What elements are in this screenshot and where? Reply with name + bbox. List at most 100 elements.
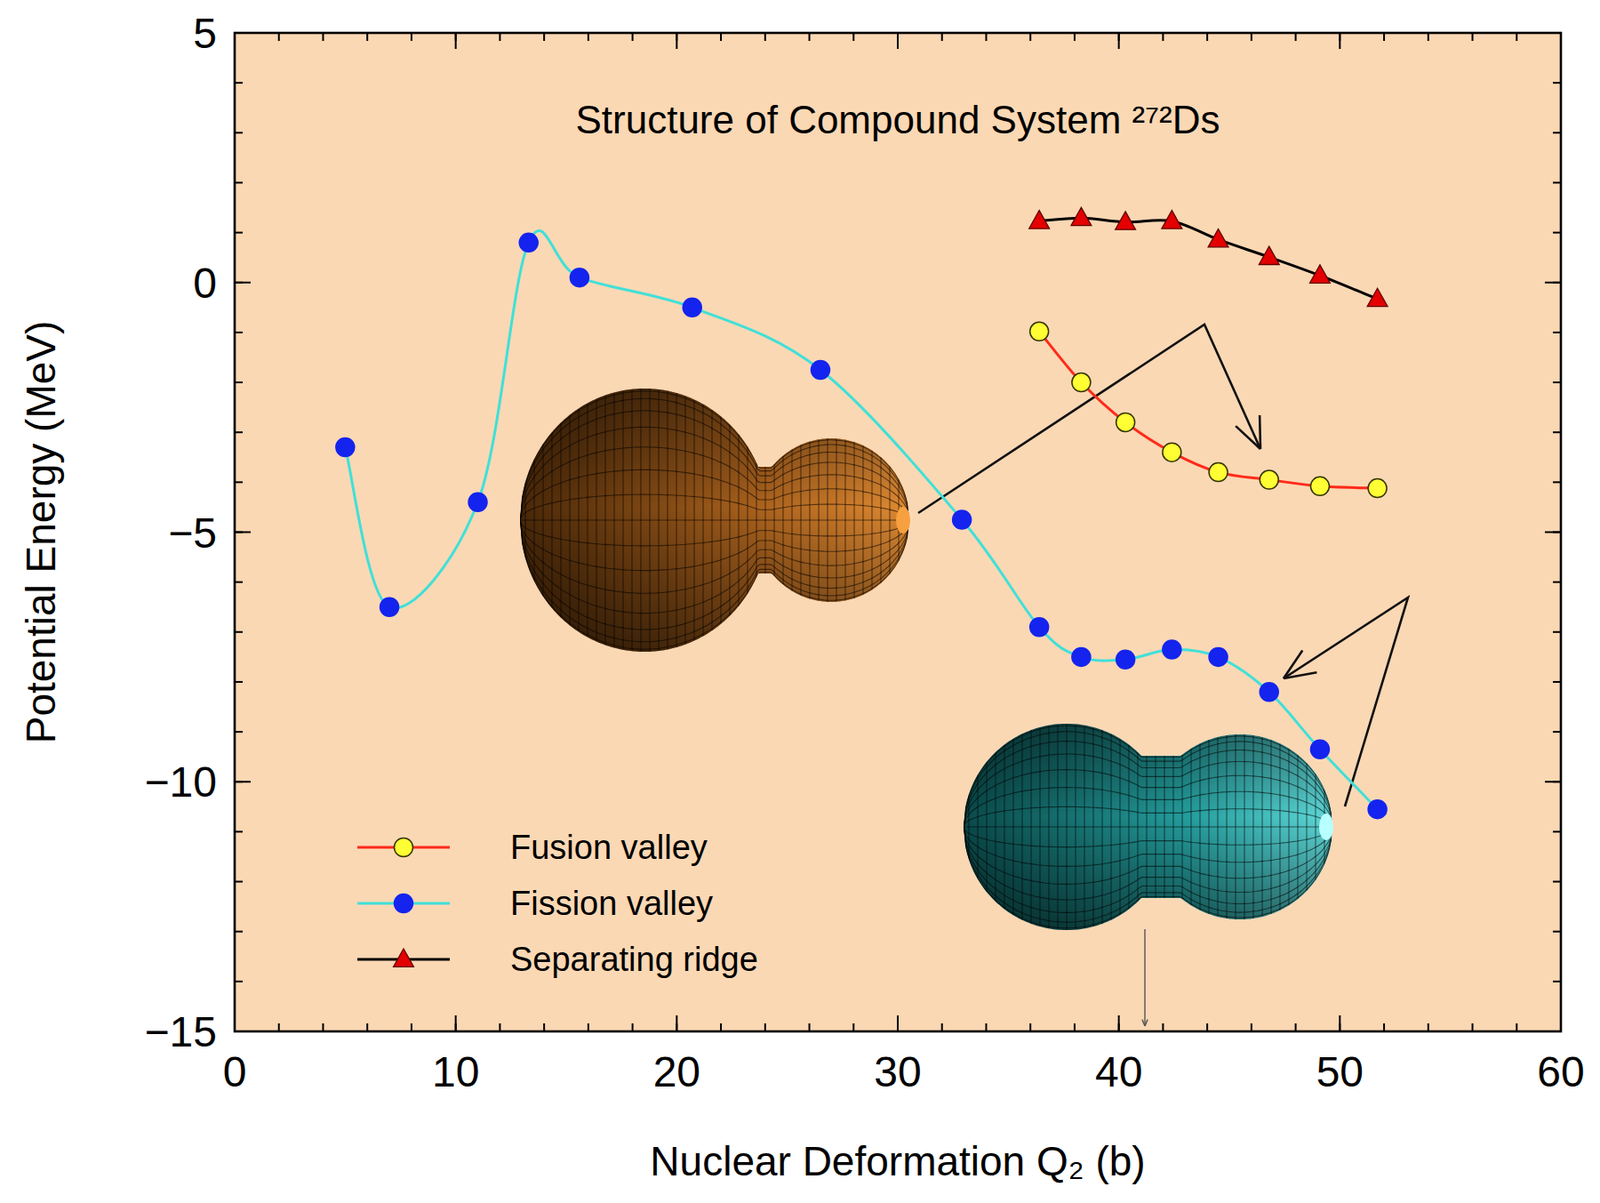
mesh-line bbox=[520, 447, 910, 520]
x-tick-label: 30 bbox=[873, 1048, 921, 1096]
minor-tick bbox=[234, 830, 243, 832]
tick bbox=[1560, 32, 1562, 49]
minor-tick bbox=[764, 1023, 767, 1032]
shape-shade bbox=[963, 723, 1333, 930]
minor-tick bbox=[234, 131, 243, 134]
x-tick-label: 40 bbox=[1095, 1048, 1143, 1096]
minor-tick bbox=[1161, 1023, 1164, 1032]
minor-tick bbox=[278, 1023, 280, 1032]
y-tick-label: 0 bbox=[192, 259, 217, 307]
mesh-line bbox=[520, 519, 910, 520]
minor-tick bbox=[720, 1023, 722, 1032]
mesh-line bbox=[963, 826, 1332, 884]
tick bbox=[455, 1015, 457, 1032]
minor-tick bbox=[1552, 631, 1561, 633]
mesh-line bbox=[963, 826, 1332, 912]
tick bbox=[233, 1015, 236, 1032]
data-point bbox=[1030, 321, 1049, 341]
legend: Fusion valleyFission valleySeparating ri… bbox=[357, 828, 759, 978]
arrow-line bbox=[1144, 928, 1145, 1026]
x-tick-label: 50 bbox=[1316, 1048, 1364, 1096]
minor-tick bbox=[366, 32, 368, 41]
minor-tick bbox=[1552, 980, 1561, 983]
data-point bbox=[380, 597, 400, 616]
minor-tick bbox=[234, 880, 243, 883]
minor-tick bbox=[632, 1023, 634, 1032]
mesh-line bbox=[520, 520, 910, 571]
data-point bbox=[468, 492, 488, 512]
minor-tick bbox=[1552, 680, 1561, 683]
minor-tick bbox=[1427, 32, 1430, 41]
mesh-line bbox=[520, 520, 910, 614]
minor-tick bbox=[1552, 331, 1561, 334]
mesh-line bbox=[963, 806, 1332, 827]
minor-tick bbox=[1552, 930, 1561, 933]
minor-tick bbox=[1472, 32, 1474, 41]
tick bbox=[1544, 780, 1561, 783]
minor-tick bbox=[1552, 381, 1561, 384]
mesh-line bbox=[963, 826, 1332, 848]
minor-tick bbox=[234, 232, 243, 234]
nuclear-shape bbox=[963, 723, 1334, 930]
minor-tick bbox=[366, 1023, 368, 1032]
plot-frame bbox=[234, 32, 1561, 1032]
minor-tick bbox=[1552, 431, 1561, 433]
tick bbox=[1560, 1015, 1562, 1032]
arrow-head bbox=[1144, 1019, 1148, 1026]
tick bbox=[1338, 32, 1341, 49]
x-tick-label: 60 bbox=[1536, 1048, 1584, 1096]
minor-tick bbox=[1472, 1023, 1474, 1032]
minor-tick bbox=[984, 32, 987, 41]
x-tick-label: 10 bbox=[432, 1048, 480, 1096]
tick bbox=[1544, 531, 1561, 534]
chart-title: Structure of Compound System ²⁷²Ds bbox=[575, 97, 1220, 142]
minor-tick bbox=[321, 1023, 324, 1032]
tick bbox=[896, 32, 899, 49]
mesh-line bbox=[520, 426, 910, 520]
data-point bbox=[1208, 228, 1229, 247]
minor-tick bbox=[1029, 1023, 1032, 1032]
arrow-line bbox=[918, 324, 1261, 513]
data-point bbox=[1072, 373, 1091, 392]
minor-tick bbox=[278, 32, 280, 41]
minor-tick bbox=[321, 32, 324, 41]
data-point bbox=[1030, 617, 1049, 637]
mesh-line bbox=[963, 753, 1332, 827]
mesh-line bbox=[963, 825, 1332, 827]
tick bbox=[896, 1015, 899, 1032]
tick bbox=[234, 531, 251, 534]
shape-tip bbox=[896, 506, 911, 534]
minor-tick bbox=[1206, 32, 1208, 41]
data-point bbox=[1259, 470, 1279, 489]
arrow-head bbox=[1142, 1019, 1145, 1026]
minor-tick bbox=[1552, 232, 1561, 234]
minor-tick bbox=[941, 1023, 944, 1032]
minor-tick bbox=[234, 480, 243, 483]
shape-mesh bbox=[963, 723, 1332, 930]
minor-tick bbox=[234, 980, 243, 983]
tick bbox=[1118, 1015, 1120, 1032]
minor-tick bbox=[808, 32, 811, 41]
data-point bbox=[1029, 210, 1050, 229]
data-point bbox=[1162, 640, 1182, 659]
data-point bbox=[569, 268, 589, 288]
data-point bbox=[1116, 412, 1136, 432]
mesh-line bbox=[520, 520, 910, 642]
tick bbox=[1338, 1015, 1341, 1032]
x-tick-label: 0 bbox=[223, 1048, 248, 1096]
data-layer bbox=[336, 207, 1388, 818]
minor-tick bbox=[1552, 181, 1561, 184]
minor-tick bbox=[587, 1023, 590, 1032]
mesh-line bbox=[963, 725, 1332, 827]
x-tick-label: 20 bbox=[653, 1048, 701, 1096]
y-axis-title: Potential Energy (MeV) bbox=[17, 320, 64, 744]
data-point bbox=[810, 360, 830, 380]
minor-tick bbox=[498, 32, 501, 41]
minor-tick bbox=[1295, 1023, 1297, 1032]
mesh-line bbox=[963, 769, 1332, 827]
minor-tick bbox=[234, 431, 243, 433]
series-line bbox=[1039, 217, 1377, 299]
mesh-line bbox=[963, 741, 1332, 827]
series-line bbox=[1039, 331, 1377, 488]
y-tick-label: 5 bbox=[192, 9, 217, 57]
